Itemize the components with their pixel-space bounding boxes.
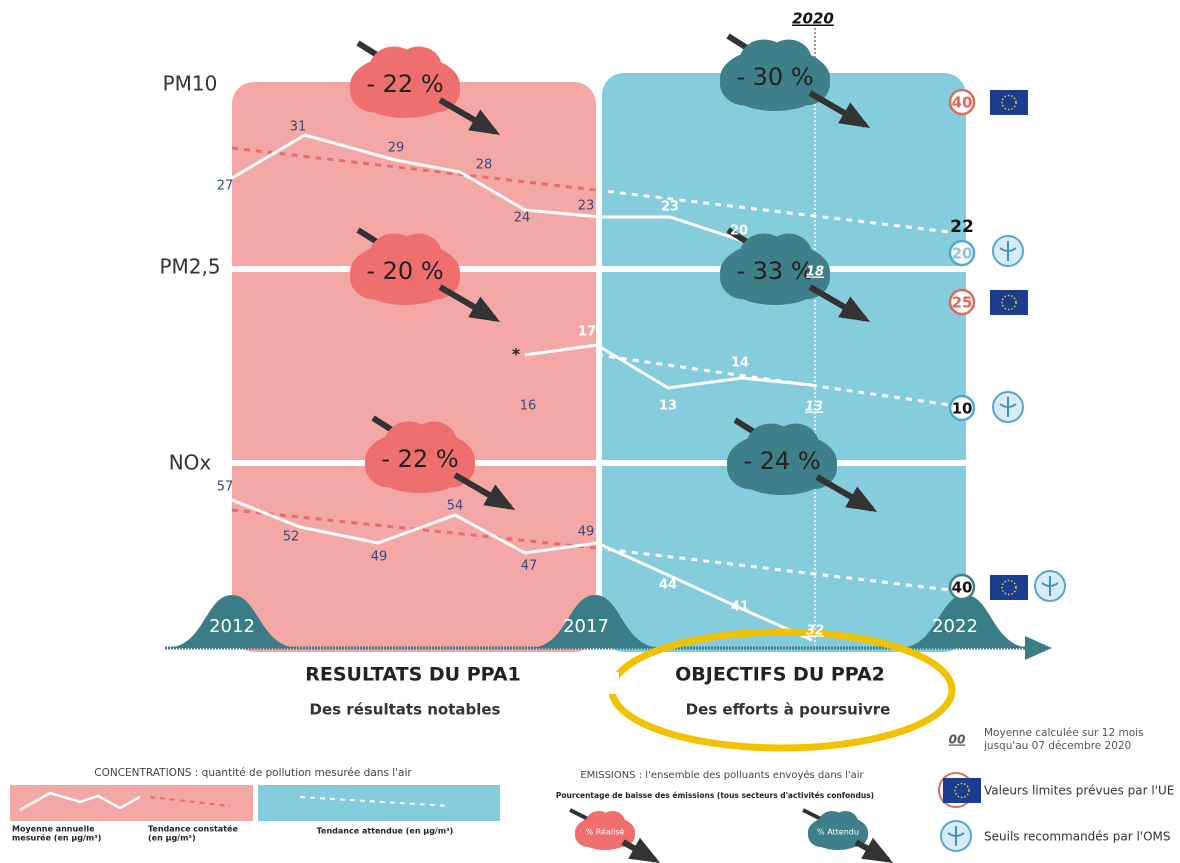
section-title: RESULTATS DU PPA1 <box>305 664 521 686</box>
legend-cloud-label: % Attendu <box>817 828 859 837</box>
legend-cloud-label: % Réalisé <box>586 827 625 837</box>
separator <box>200 266 966 272</box>
value-label: 17 <box>578 325 596 340</box>
legend-text: Tendance attendue (en µg/m³) <box>317 827 454 836</box>
legend-text: mesurée (en µg/m³) <box>12 833 101 843</box>
legend-text: Seuils recommandés par l'OMS <box>984 830 1171 844</box>
year-marker: 2020 <box>792 10 834 28</box>
legend-text: Moyenne calculée sur 12 mois <box>984 727 1144 739</box>
legend-text: Valeurs limites prévues par l'UE <box>984 784 1174 798</box>
limit-value: 40 <box>952 579 973 597</box>
value-label: 23 <box>661 200 679 215</box>
value-label: 13 <box>805 400 823 415</box>
legend-text: (en µg/m³) <box>148 834 196 843</box>
value-label: 41 <box>731 600 749 615</box>
eu-flag <box>990 90 1028 115</box>
legend-heading: CONCENTRATIONS : quantité de pollution m… <box>94 767 412 779</box>
limit-value: 10 <box>952 400 973 418</box>
value-label: 24 <box>514 211 531 226</box>
eu-flag <box>943 778 981 803</box>
ellipse-gap <box>605 672 619 694</box>
legend-text: Pourcentage de baisse des émissions (tou… <box>556 791 874 800</box>
legend-ppa2-bar <box>258 785 500 821</box>
section-title: OBJECTIFS DU PPA2 <box>675 664 885 686</box>
value-label: 27 <box>217 179 234 194</box>
limit-value: 20 <box>952 245 973 263</box>
target-value: 22 <box>950 217 974 237</box>
reduction-label: - 24 % <box>743 447 820 475</box>
value-label: 16 <box>520 399 537 414</box>
year-label: 2022 <box>932 616 978 637</box>
eu-flag <box>990 575 1028 600</box>
eu-flag <box>990 290 1028 315</box>
value-label: 54 <box>447 499 464 514</box>
legend-text: Moyenne annuelle <box>12 825 95 834</box>
legend-heading: EMISSIONS : l'ensemble des polluants env… <box>580 769 864 781</box>
pollutant-name: PM10 <box>163 72 218 96</box>
reduction-label: - 22 % <box>366 70 443 98</box>
arrow-head <box>861 838 893 863</box>
value-label: 23 <box>578 199 595 214</box>
legend-marker: 00 <box>949 733 966 747</box>
section-subtitle: Des efforts à poursuivre <box>686 701 891 719</box>
limit-value: 25 <box>952 294 973 312</box>
value-label: 52 <box>283 530 300 545</box>
value-label: 44 <box>659 578 677 593</box>
reduction-label: - 22 % <box>381 445 458 473</box>
value-label: 29 <box>388 141 405 156</box>
arrow-head <box>628 838 660 863</box>
pollutant-name: PM2,5 <box>159 255 220 279</box>
value-label: 14 <box>731 356 749 371</box>
limit-value: 40 <box>952 94 973 112</box>
value-label: 28 <box>476 158 493 173</box>
value-label: 13 <box>659 399 677 414</box>
value-label: 32 <box>806 624 824 639</box>
value-label: 47 <box>521 559 538 574</box>
separator <box>200 460 966 466</box>
value-label: 31 <box>290 120 307 135</box>
legend-text: Tendance constatée <box>148 824 238 834</box>
reduction-label: - 30 % <box>736 63 813 91</box>
pollutant-name: NOx <box>169 451 212 475</box>
legend-text: jusqu'au 07 décembre 2020 <box>983 740 1131 752</box>
infographic: - 22 % - 30 % - 20 % - 33 % - 22 % - 24 % PM10… <box>0 0 1180 863</box>
note: * <box>512 345 521 364</box>
year-label: 2012 <box>209 616 255 637</box>
section-subtitle: Des résultats notables <box>310 701 501 719</box>
value-label: 18 <box>806 265 824 280</box>
reduction-label: - 33 % <box>736 257 813 285</box>
value-label: 57 <box>217 480 234 495</box>
value-label: 20 <box>730 224 748 239</box>
reduction-label: - 20 % <box>366 257 443 285</box>
value-label: 49 <box>578 525 595 540</box>
value-label: 49 <box>371 550 388 565</box>
year-label: 2017 <box>563 616 609 637</box>
